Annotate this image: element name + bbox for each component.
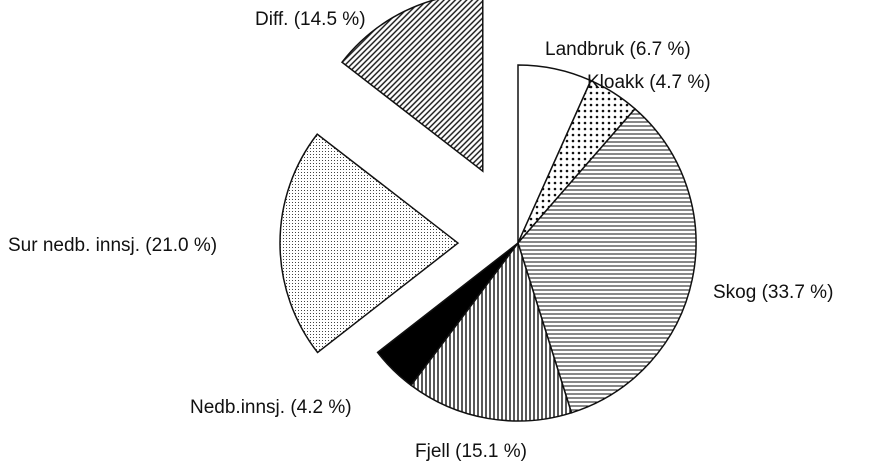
pie-slice — [517, 107, 697, 414]
pie-slice — [409, 241, 573, 422]
slice-label: Landbruk (6.7 %) — [545, 39, 691, 60]
slice-label: Diff. (14.5 %) — [255, 9, 366, 30]
slice-label: Fjell (15.1 %) — [415, 441, 527, 462]
pie-slice — [340, 0, 484, 173]
pie-slice — [376, 242, 519, 387]
pie-slice — [279, 133, 460, 354]
slice-label: Nedb.innsj. (4.2 %) — [190, 397, 352, 418]
slice-label: Sur nedb. innsj. (21.0 %) — [8, 235, 217, 256]
slice-label: Skog (33.7 %) — [713, 282, 833, 303]
slice-label: Kloakk (4.7 %) — [587, 72, 711, 93]
